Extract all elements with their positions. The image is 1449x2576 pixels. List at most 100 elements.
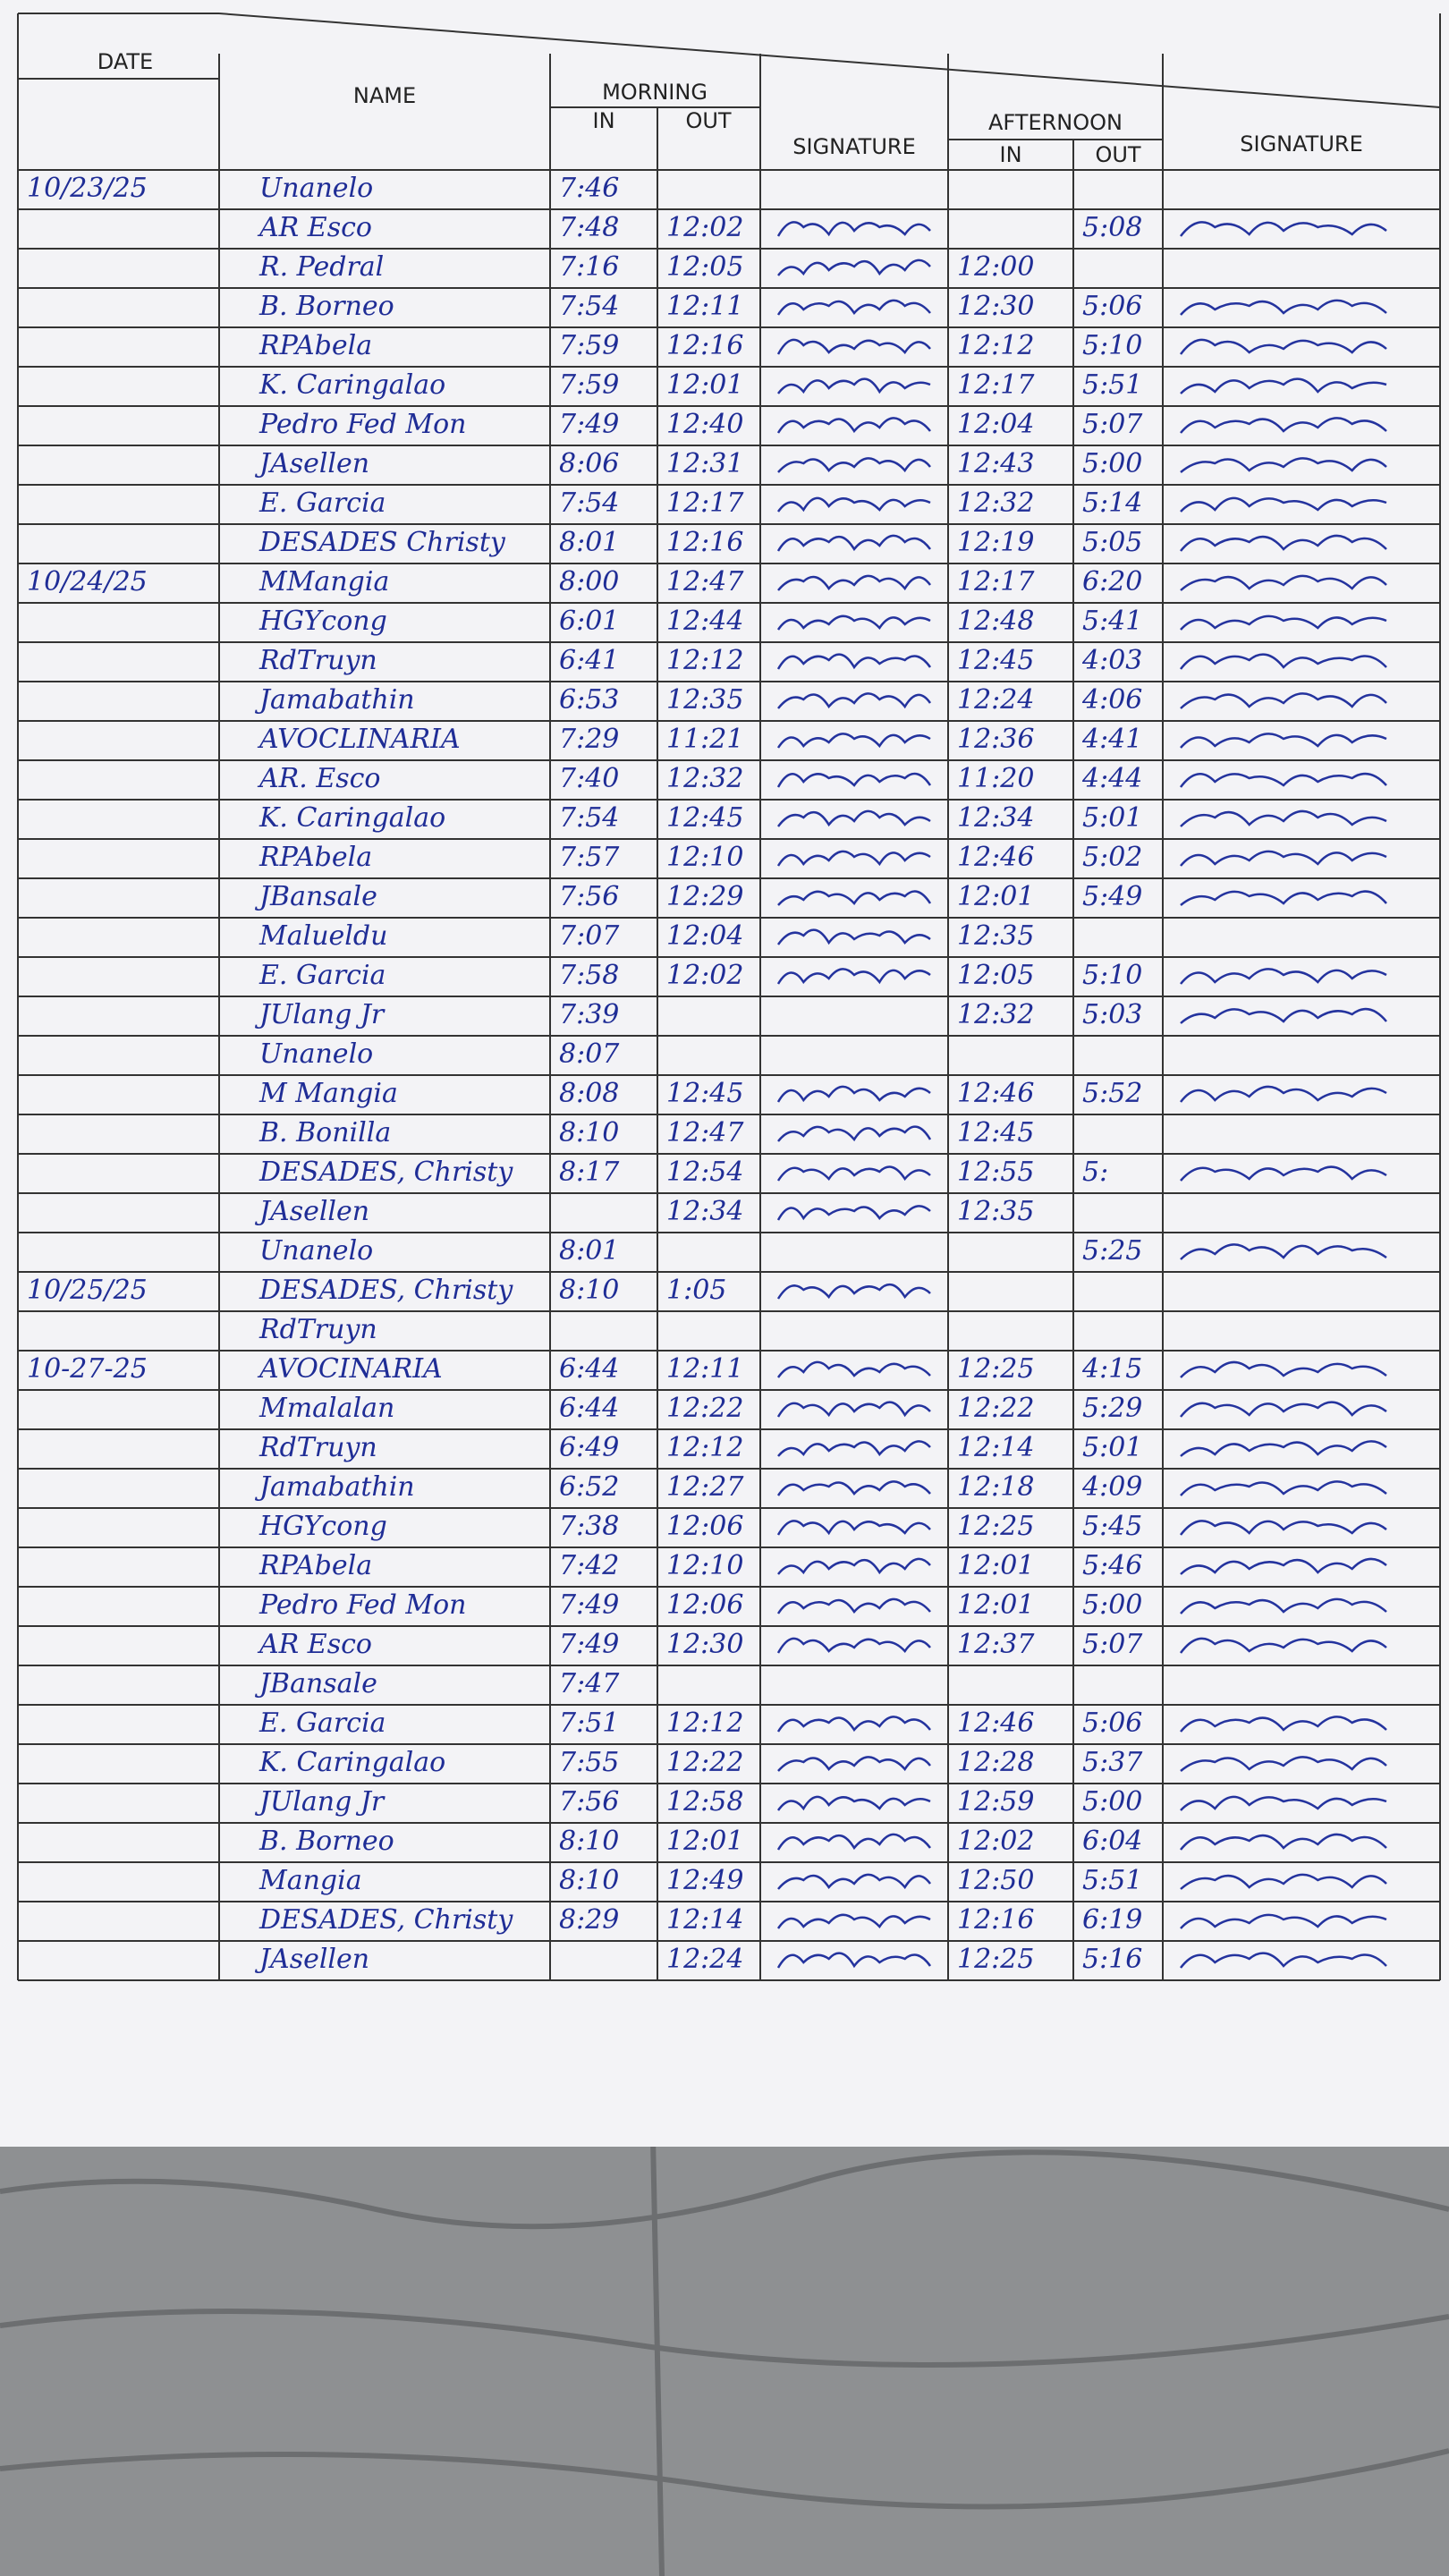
time: 12:06: [666, 1589, 743, 1621]
header-date: DATE: [97, 49, 153, 74]
signature: [777, 457, 931, 473]
signature: [776, 1716, 931, 1733]
signature: [776, 1401, 931, 1418]
time: 5:06: [1082, 291, 1142, 322]
time: 5:: [1082, 1157, 1108, 1188]
name: AR Esco: [257, 1629, 372, 1660]
signature: [1180, 574, 1387, 591]
time: 5:07: [1082, 409, 1143, 440]
name: K. Caringalao: [258, 1747, 445, 1778]
time: 7:51: [559, 1707, 619, 1739]
time: 12:01: [957, 1589, 1034, 1621]
time: 7:54: [559, 291, 619, 322]
time: 7:42: [559, 1550, 619, 1581]
time: 11:21: [666, 724, 743, 755]
time: 7:59: [559, 369, 619, 401]
time: 8:01: [559, 1235, 619, 1267]
name: B. Bonilla: [258, 1117, 391, 1148]
signature: [1180, 614, 1387, 631]
time: 12:32: [957, 999, 1034, 1030]
time: 8:07: [559, 1038, 620, 1070]
time: 5:00: [1082, 1786, 1142, 1818]
time: 12:47: [666, 1117, 744, 1148]
name: E. Garcia: [258, 487, 386, 519]
date: 10/24/25: [27, 566, 148, 597]
name: Malueldu: [258, 920, 387, 952]
signature: [776, 1597, 931, 1614]
signature: [1180, 1085, 1387, 1103]
time: 12:16: [666, 527, 743, 558]
signature: [777, 1440, 931, 1457]
time: 12:14: [957, 1432, 1034, 1463]
time: 12:34: [957, 802, 1034, 834]
time: 7:38: [559, 1511, 619, 1542]
time: 12:12: [666, 1707, 743, 1739]
time: 7:49: [559, 1589, 619, 1621]
signature: [776, 772, 932, 788]
time: 12:16: [666, 330, 743, 361]
time: 12:48: [957, 606, 1034, 637]
time: 12:01: [666, 1826, 743, 1857]
time: 12:24: [666, 1944, 743, 1975]
time: 12:02: [957, 1826, 1034, 1857]
time: 12:45: [666, 802, 743, 834]
signature: [1180, 1480, 1387, 1496]
signature: [1180, 809, 1387, 827]
header-name: NAME: [353, 83, 416, 108]
time: 5:29: [1082, 1393, 1142, 1424]
name: K. Caringalao: [258, 802, 445, 834]
time: 12:10: [666, 842, 743, 873]
signature: [776, 1165, 931, 1182]
signature: [1180, 1165, 1387, 1182]
time: 12:29: [666, 881, 743, 912]
time: 5:25: [1082, 1235, 1142, 1267]
time: 12:50: [957, 1865, 1034, 1896]
background-texture: [0, 2137, 1449, 2576]
time: 12:05: [666, 251, 743, 283]
signature: [777, 1756, 931, 1772]
signature: [1180, 1520, 1387, 1536]
time: 7:46: [559, 173, 619, 204]
time: 12:34: [666, 1196, 743, 1227]
time: 1:05: [666, 1275, 726, 1306]
time: 12:16: [957, 1904, 1034, 1936]
time: 12:22: [666, 1747, 743, 1778]
time: 4:15: [1081, 1353, 1142, 1385]
time: 5:01: [1082, 802, 1142, 834]
name: DESADES, Christy: [258, 1157, 513, 1188]
name: DESADES, Christy: [258, 1275, 513, 1306]
signature: [1180, 1795, 1387, 1811]
time: 6:49: [559, 1432, 619, 1463]
name: HGYcong: [258, 1511, 387, 1542]
time: 12:01: [957, 1550, 1034, 1581]
signature: [776, 733, 931, 749]
time: 7:59: [559, 330, 619, 361]
time: 7:49: [559, 1629, 619, 1660]
time: 5:06: [1082, 1707, 1142, 1739]
time: 12:45: [957, 1117, 1034, 1148]
name: Mangia: [258, 1865, 362, 1896]
signature: [776, 968, 931, 985]
signature: [1180, 299, 1387, 316]
signature: [776, 496, 931, 513]
time: 5:02: [1082, 842, 1142, 873]
time: 12:06: [666, 1511, 743, 1542]
signature: [1180, 1597, 1387, 1614]
time: 12:54: [666, 1157, 743, 1188]
time: 5:52: [1082, 1078, 1142, 1109]
name: E. Garcia: [258, 1707, 386, 1739]
name: DESADES Christy: [258, 527, 506, 558]
header-pm-out: OUT: [1095, 142, 1140, 167]
time: 5:10: [1082, 330, 1142, 361]
signature: [1180, 1557, 1387, 1575]
signature: [776, 417, 931, 434]
signature: [777, 1873, 932, 1890]
name: Unanelo: [259, 1235, 373, 1267]
time: 6:19: [1082, 1904, 1142, 1936]
name: RPAbela: [258, 842, 372, 873]
time: 12:04: [957, 409, 1034, 440]
time: 12:35: [957, 1196, 1034, 1227]
signature: [776, 850, 931, 867]
signature: [1180, 496, 1387, 513]
time: 12:44: [666, 606, 743, 637]
